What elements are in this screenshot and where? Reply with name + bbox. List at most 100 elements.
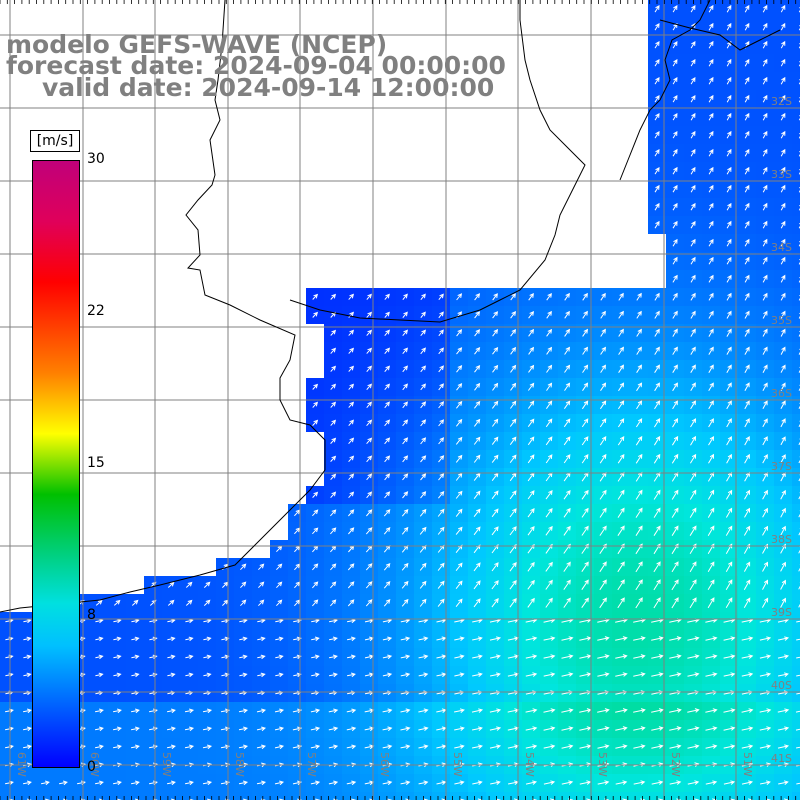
wind-arrow	[382, 726, 393, 732]
wind-arrow	[203, 672, 212, 678]
east-coastline	[619, 0, 711, 181]
wind-arrow	[491, 490, 499, 500]
wind-arrow	[328, 780, 339, 786]
wind-arrow	[258, 563, 265, 571]
wind-arrow	[365, 527, 373, 535]
wind-arrow	[527, 490, 535, 500]
wind-cell	[792, 504, 800, 522]
wind-arrow	[687, 780, 700, 785]
wind-arrow	[708, 436, 715, 446]
wind-arrow	[491, 454, 499, 463]
wind-arrow	[690, 5, 696, 13]
wind-arrow	[672, 58, 678, 67]
wind-arrow	[687, 708, 700, 713]
wind-arrow	[617, 507, 625, 518]
wind-arrow	[762, 256, 768, 265]
wind-arrow	[689, 561, 697, 573]
wind-arrow	[112, 780, 122, 786]
wind-arrow	[275, 672, 284, 678]
wind-arrow	[328, 636, 338, 642]
wind-arrow	[383, 526, 391, 535]
wind-arrow	[708, 346, 714, 355]
wind-arrow	[617, 400, 625, 410]
wind-arrow	[669, 744, 682, 749]
wind-arrow	[726, 202, 732, 211]
wind-arrow	[615, 744, 628, 749]
wind-arrow	[166, 744, 176, 750]
lagoon-outline	[659, 19, 781, 51]
wind-arrow	[726, 76, 732, 85]
wind-cell	[756, 792, 774, 800]
wind-arrow	[438, 293, 444, 301]
lon-label: 61W	[15, 752, 28, 777]
wind-arrow	[599, 453, 607, 464]
wind-arrow	[762, 94, 768, 103]
wind-arrow	[330, 455, 337, 462]
wind-arrow	[744, 148, 750, 157]
wind-cell	[306, 792, 324, 800]
colorbar-tick-30: 30	[87, 151, 105, 167]
wind-arrow	[690, 41, 696, 49]
wind-cell	[0, 792, 18, 800]
wind-arrow	[348, 491, 355, 499]
wind-arrow	[400, 636, 411, 642]
wind-cell	[792, 432, 800, 450]
wind-arrow	[166, 780, 176, 786]
wind-arrow	[491, 418, 499, 427]
wind-arrow	[599, 418, 607, 428]
wind-arrow	[330, 329, 336, 336]
wind-arrow	[762, 507, 768, 518]
wind-arrow	[672, 364, 678, 373]
wind-arrow	[690, 130, 696, 139]
lon-label: 60W	[88, 752, 101, 777]
wind-arrow	[437, 526, 445, 535]
wind-arrow	[454, 744, 465, 749]
wind-arrow	[672, 238, 678, 247]
wind-arrow	[780, 597, 786, 608]
wind-arrow	[762, 202, 768, 211]
wind-arrow	[330, 563, 337, 571]
wind-arrow	[401, 509, 409, 517]
wind-arrow	[474, 311, 481, 319]
wind-arrow	[600, 364, 606, 373]
wind-arrow	[384, 329, 390, 337]
wind-arrow	[456, 293, 463, 301]
wind-cell	[792, 468, 800, 486]
wind-arrow	[256, 708, 267, 714]
wind-arrow	[744, 58, 750, 67]
wind-arrow	[274, 708, 285, 714]
wind-arrow	[382, 744, 393, 750]
wind-arrow	[726, 58, 732, 67]
lat-label: 34S	[771, 241, 792, 254]
wind-arrow	[312, 563, 319, 571]
lon-label: 58W	[233, 752, 246, 777]
wind-cell	[36, 792, 54, 800]
wind-arrow	[333, 798, 339, 800]
wind-arrow	[744, 364, 750, 373]
wind-arrow	[690, 364, 696, 373]
wind-arrow	[437, 508, 445, 517]
wind-arrow	[780, 579, 786, 590]
wind-arrow	[762, 525, 769, 536]
wind-arrow	[545, 418, 553, 428]
wind-arrow	[346, 672, 356, 678]
wind-arrow	[384, 473, 391, 481]
wind-arrow	[491, 508, 499, 518]
wind-arrow	[44, 798, 50, 800]
wind-arrow	[654, 149, 660, 157]
wind-arrow	[726, 22, 732, 31]
wind-arrow	[509, 418, 517, 427]
wind-arrow	[402, 401, 408, 409]
wind-arrow	[525, 726, 538, 731]
wind-arrow	[582, 364, 589, 373]
wind-arrow	[474, 364, 481, 373]
model-title: modelo GEFS-WAVE (NCEP)	[6, 30, 388, 59]
wind-arrow	[708, 310, 714, 319]
wind-arrow	[474, 329, 481, 337]
wind-arrow	[726, 238, 732, 247]
wind-arrow	[274, 780, 285, 786]
wind-arrow	[275, 654, 284, 660]
wind-arrow	[528, 346, 535, 355]
wind-arrow	[780, 58, 786, 67]
wind-cell	[324, 792, 342, 800]
